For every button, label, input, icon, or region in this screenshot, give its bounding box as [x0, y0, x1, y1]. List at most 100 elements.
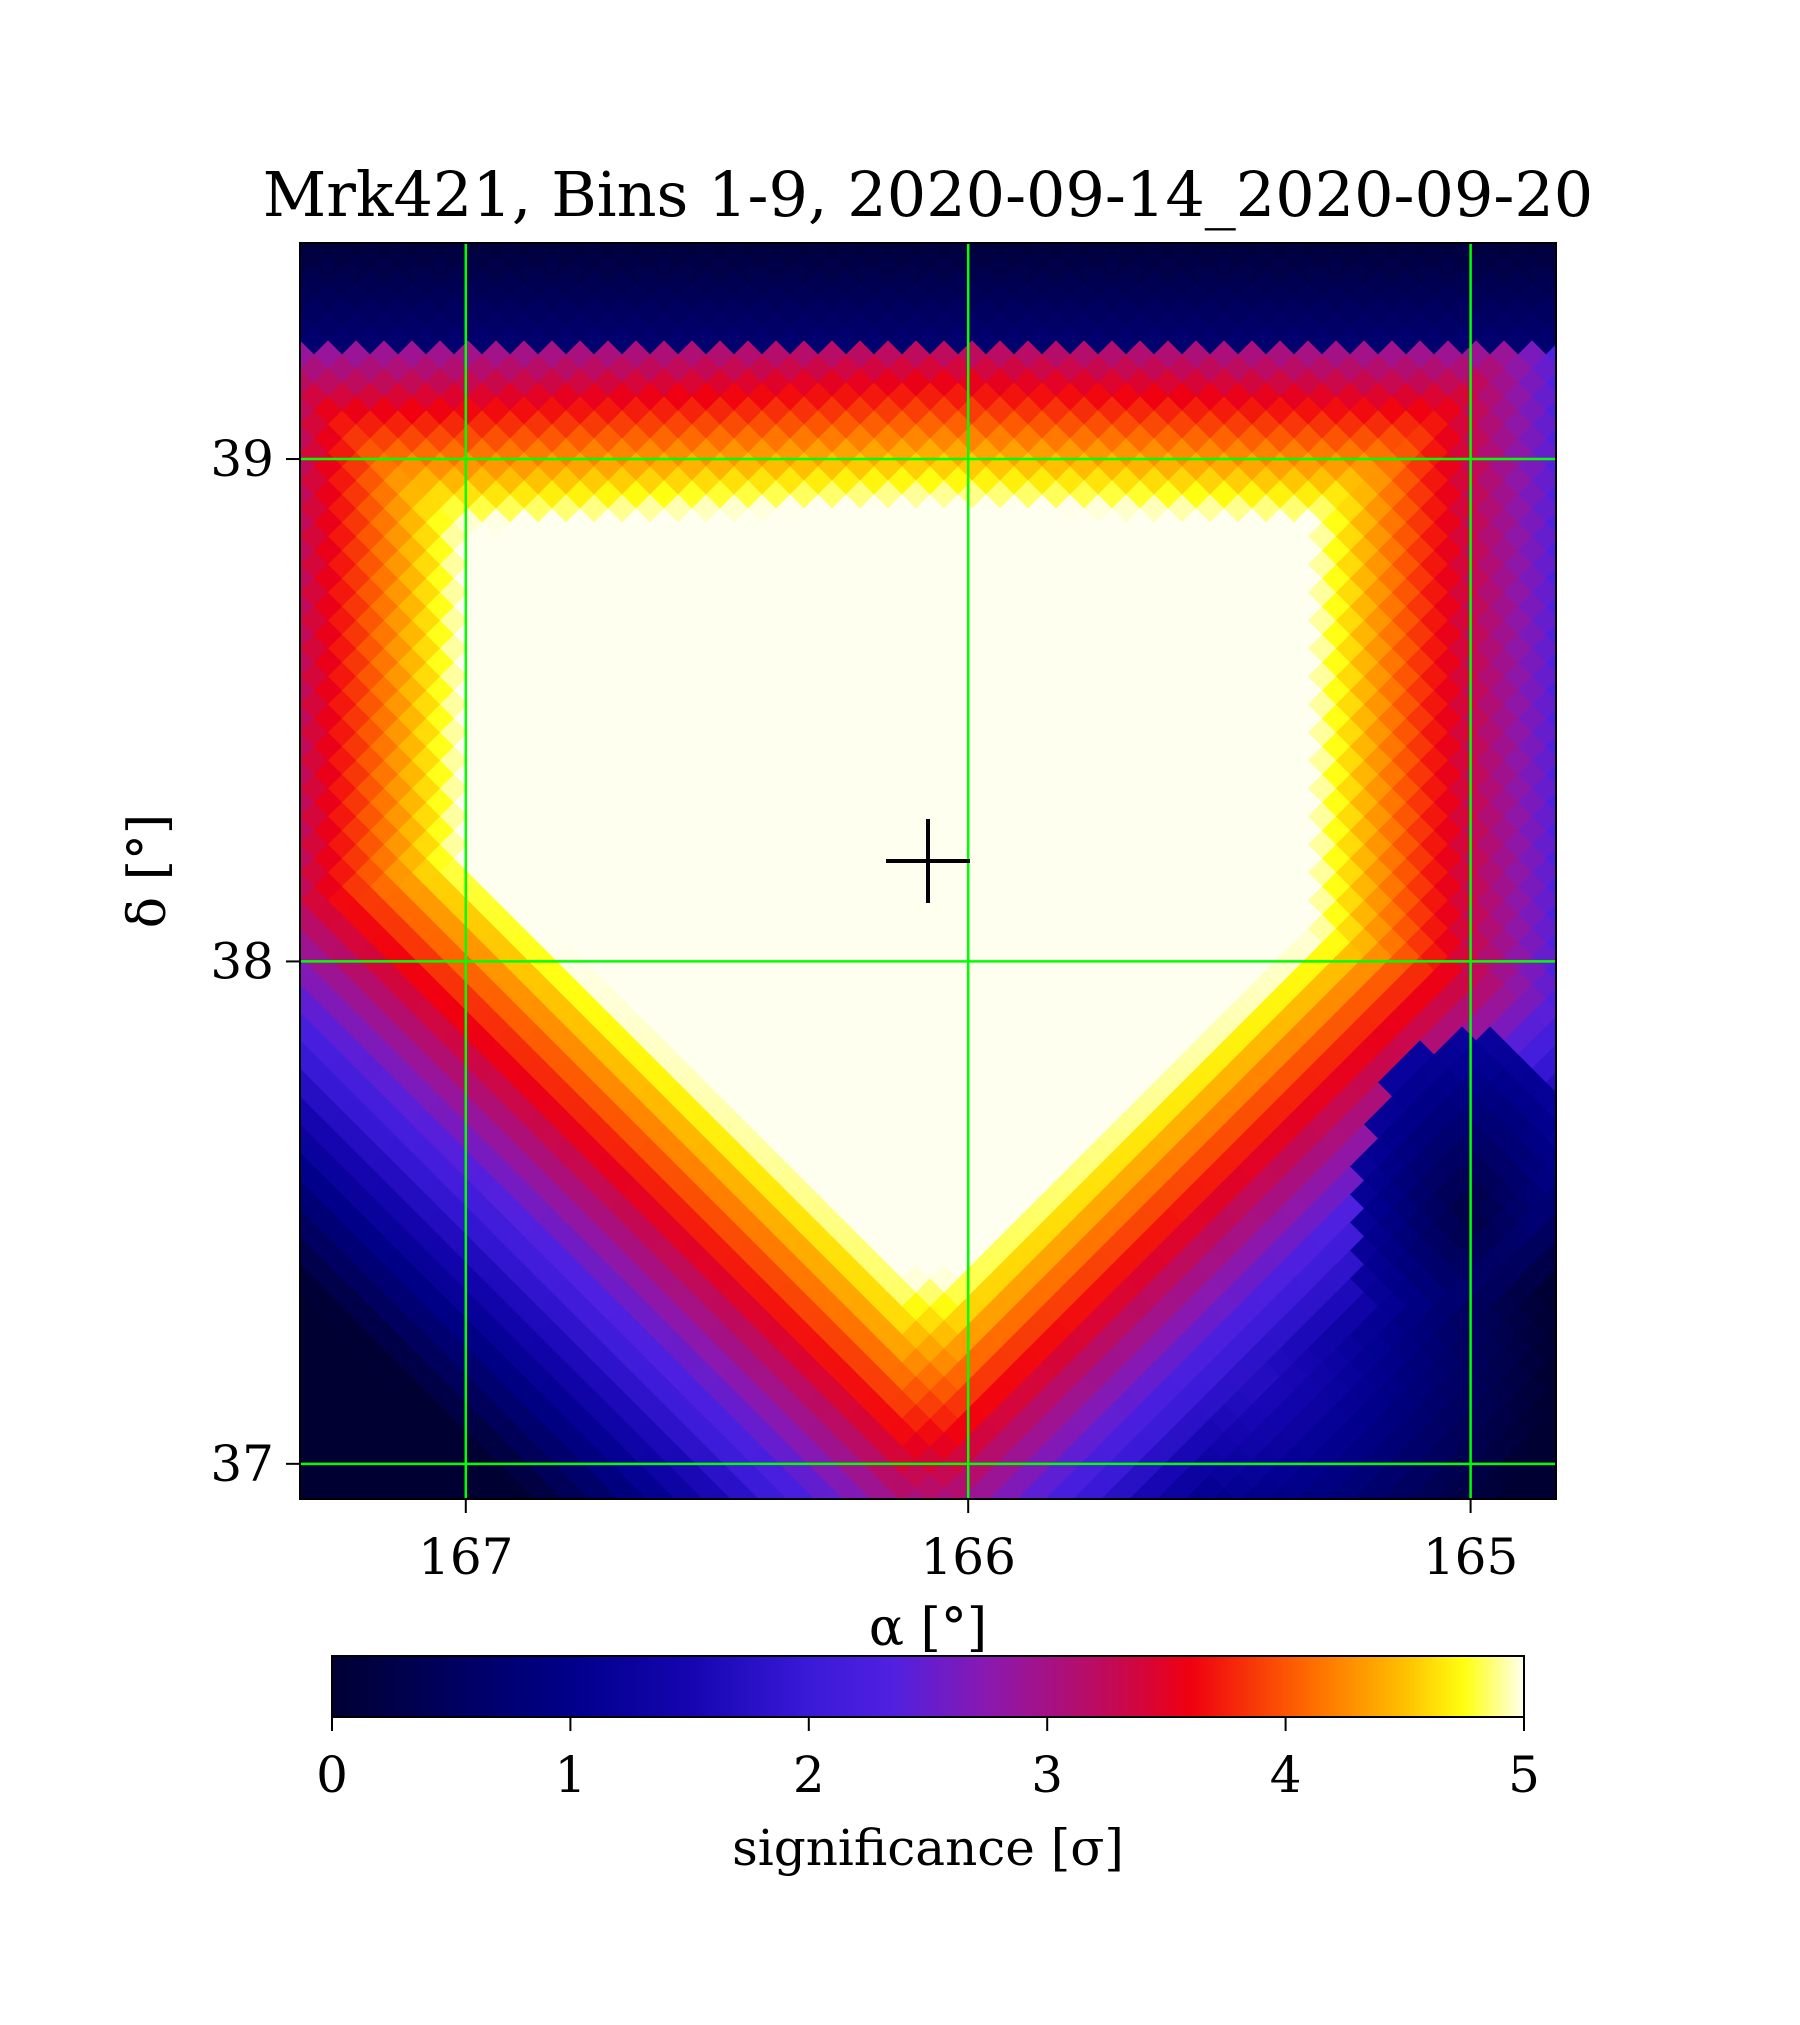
heatmap-cell	[300, 1124, 301, 1126]
heatmap-cell	[1321, 1432, 1351, 1462]
heatmap-cell	[1349, 536, 1379, 566]
heatmap-cell	[691, 1474, 721, 1499]
heatmap-cell	[1125, 243, 1155, 258]
heatmap-cell	[747, 1166, 777, 1196]
heatmap-cell	[1041, 1432, 1071, 1462]
heatmap-cell	[1167, 942, 1197, 972]
heatmap-cell	[327, 1418, 357, 1448]
heatmap-cell	[705, 1236, 735, 1266]
heatmap-cell	[1209, 1432, 1239, 1462]
heatmap-cell	[300, 872, 315, 902]
heatmap-cell	[481, 1096, 511, 1126]
heatmap-cell	[383, 1222, 413, 1252]
heatmap-cell	[1167, 1054, 1197, 1084]
heatmap-cell	[257, 760, 286, 789]
heatmap-cell	[1433, 1264, 1463, 1294]
heatmap-cell	[1461, 340, 1491, 370]
heatmap-cell	[1545, 1268, 1556, 1290]
heatmap-cell	[481, 1404, 511, 1434]
heatmap-cell	[733, 1012, 763, 1042]
heatmap-cell	[1069, 844, 1099, 874]
heatmap-cell	[1027, 886, 1057, 916]
heatmap-cell	[300, 1180, 301, 1182]
heatmap-cell	[565, 1264, 595, 1294]
heatmap-cell	[300, 760, 315, 790]
heatmap-cell	[1377, 1180, 1407, 1210]
heatmap-cell	[1461, 900, 1491, 930]
heatmap-cell	[1279, 606, 1309, 636]
heatmap-cell	[719, 1166, 749, 1196]
heatmap-cell	[537, 1208, 567, 1238]
heatmap-cell	[1139, 1306, 1169, 1336]
heatmap-cell	[1041, 816, 1071, 846]
heatmap-cell	[1013, 1320, 1043, 1350]
heatmap-cell	[1545, 1436, 1556, 1458]
heatmap-cell	[300, 424, 315, 454]
heatmap-cell	[411, 1334, 441, 1364]
heatmap-cell	[691, 1334, 721, 1364]
heatmap-cell	[873, 1320, 903, 1350]
heatmap-cell	[1335, 746, 1365, 776]
heatmap-cell	[1447, 1306, 1477, 1336]
heatmap-cell	[1475, 606, 1505, 636]
heatmap-cell	[1153, 1432, 1183, 1462]
heatmap-cell	[453, 1460, 483, 1490]
heatmap-cell	[1111, 858, 1141, 888]
heatmap-cell	[1055, 298, 1085, 328]
heatmap-cell	[621, 1040, 651, 1070]
heatmap-cell	[1069, 480, 1099, 510]
heatmap-cell	[803, 1222, 833, 1252]
heatmap-cell	[789, 1152, 819, 1182]
heatmap-cell	[831, 1390, 861, 1420]
heatmap-cell	[1447, 606, 1477, 636]
heatmap-cell	[1097, 1236, 1127, 1266]
heatmap-cell	[1083, 1362, 1113, 1392]
heatmap-cell	[523, 1474, 553, 1499]
heatmap-cell	[341, 1124, 371, 1154]
heatmap-cell	[677, 1040, 707, 1070]
heatmap-cell	[1335, 886, 1365, 916]
heatmap-cell	[1377, 956, 1407, 986]
heatmap-cell	[1055, 1082, 1085, 1112]
heatmap-cell	[1363, 886, 1393, 916]
heatmap-cell	[1517, 396, 1547, 426]
heatmap-cell	[1279, 690, 1309, 720]
heatmap-cell	[691, 1362, 721, 1392]
heatmap-cell	[1559, 690, 1588, 719]
heatmap-cell	[537, 1320, 567, 1350]
heatmap-cell	[1223, 438, 1253, 468]
heatmap-cell	[355, 243, 385, 272]
heatmap-cell	[1041, 508, 1071, 538]
heatmap-cell	[369, 1264, 399, 1294]
heatmap-cell	[1181, 1264, 1211, 1294]
heatmap-cell	[1237, 424, 1267, 454]
heatmap-cell	[257, 872, 286, 901]
heatmap-cell	[1461, 732, 1491, 762]
heatmap-cell	[1307, 1054, 1337, 1084]
heatmap-cell	[1545, 988, 1556, 1010]
heatmap-cell	[509, 1460, 539, 1490]
heatmap-cell	[1503, 326, 1533, 356]
heatmap-cell	[929, 1152, 959, 1182]
heatmap-cell	[1503, 1082, 1533, 1112]
heatmap-cell	[1293, 1264, 1323, 1294]
heatmap-cell	[1559, 1194, 1588, 1223]
heatmap-cell	[817, 1208, 847, 1238]
heatmap-cell	[1545, 568, 1556, 590]
heatmap-cell	[509, 1348, 539, 1378]
heatmap-cell	[1111, 550, 1141, 580]
heatmap-cell	[761, 1460, 791, 1490]
heatmap-cell	[1377, 1068, 1407, 1098]
heatmap-cell	[1433, 760, 1463, 790]
heatmap-cell	[1013, 1264, 1043, 1294]
heatmap-cell	[341, 1432, 371, 1462]
heatmap-cell	[1251, 1474, 1281, 1499]
heatmap-cell	[1265, 872, 1295, 902]
heatmap-cell	[1405, 676, 1435, 706]
heatmap-cell	[1041, 368, 1071, 398]
heatmap-cell	[300, 508, 315, 538]
heatmap-cell	[1125, 872, 1155, 902]
heatmap-cell	[1153, 704, 1183, 734]
heatmap-cell	[1377, 592, 1407, 622]
heatmap-cell	[1129, 1488, 1151, 1499]
